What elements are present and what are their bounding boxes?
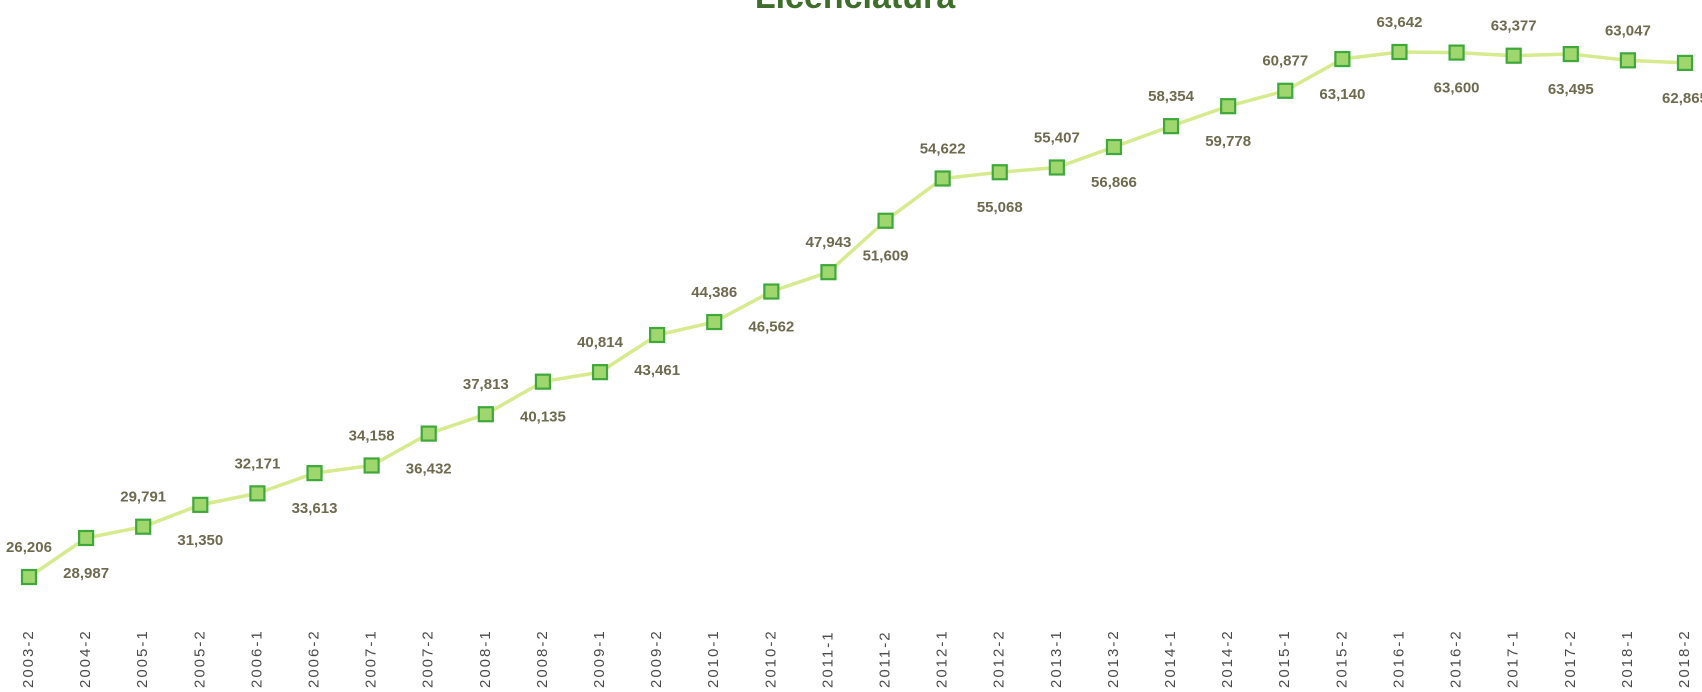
x-tick-label: 2018-2 <box>1676 629 1693 688</box>
x-tick-label: 2009-1 <box>591 629 608 688</box>
marker <box>706 313 723 331</box>
data-label: 43,461 <box>634 362 680 379</box>
data-label: 40,135 <box>520 409 566 426</box>
marker <box>20 568 38 586</box>
x-tick-label: 2010-1 <box>705 629 722 688</box>
marker <box>78 529 95 547</box>
data-label: 60,877 <box>1262 53 1308 70</box>
x-tick-label: 2012-1 <box>934 629 951 688</box>
data-label: 63,600 <box>1434 80 1480 97</box>
x-tick-label: 2016-2 <box>1448 629 1465 688</box>
x-tick-label: 2014-1 <box>1162 629 1179 688</box>
x-tick-label: 2014-2 <box>1219 629 1236 688</box>
marker <box>1048 159 1065 176</box>
marker <box>1505 47 1522 64</box>
data-label: 40,814 <box>577 334 624 351</box>
x-tick-label: 2007-1 <box>363 629 380 688</box>
marker <box>1562 45 1579 63</box>
marker <box>1220 98 1237 115</box>
chart-title: Licenciatura <box>755 0 956 16</box>
marker <box>1162 118 1180 135</box>
marker <box>1676 54 1694 71</box>
x-tick-label: 2004-2 <box>77 629 94 688</box>
x-tick-label: 2012-2 <box>991 629 1008 688</box>
marker <box>591 364 609 381</box>
data-label: 28,987 <box>63 565 109 582</box>
data-label: 54,622 <box>920 140 966 157</box>
x-tick-label: 2015-2 <box>1333 629 1350 688</box>
marker <box>135 518 152 535</box>
x-tick-label: 2015-1 <box>1276 629 1293 688</box>
x-tick-label: 2006-2 <box>305 629 322 688</box>
marker <box>763 283 780 300</box>
data-label: 56,866 <box>1091 174 1137 191</box>
data-label: 32,171 <box>234 455 280 472</box>
x-tick-label: 2013-1 <box>1048 629 1065 688</box>
data-label: 62,865 <box>1662 90 1702 107</box>
data-label: 63,377 <box>1491 18 1537 35</box>
marker <box>1619 52 1636 69</box>
x-tick-label: 2011-1 <box>819 630 836 688</box>
data-label: 44,386 <box>691 284 737 301</box>
data-label: 51,609 <box>863 248 909 265</box>
x-tick-label: 2005-1 <box>134 629 151 688</box>
x-tick-label: 2017-2 <box>1562 629 1579 688</box>
marker <box>363 457 380 474</box>
data-label: 63,047 <box>1605 22 1651 39</box>
marker <box>477 406 494 423</box>
marker <box>534 373 552 390</box>
data-label: 55,068 <box>977 199 1023 216</box>
x-tick-label: 2003-2 <box>20 629 37 688</box>
x-tick-label: 2009-2 <box>648 629 665 688</box>
x-tick-label: 2008-1 <box>477 629 494 688</box>
line <box>28 50 1686 579</box>
x-tick-label: 2006-1 <box>248 629 265 688</box>
data-label: 58,354 <box>1148 88 1195 105</box>
marker <box>820 264 837 281</box>
data-label: 26,206 <box>6 539 52 556</box>
marker <box>420 425 437 442</box>
data-label: 63,642 <box>1377 14 1423 31</box>
data-label: 46,562 <box>748 318 794 335</box>
data-label: 63,495 <box>1548 81 1594 98</box>
marker <box>1334 50 1351 68</box>
data-label: 33,613 <box>292 500 338 517</box>
marker <box>306 465 323 482</box>
data-label: 63,140 <box>1319 86 1365 103</box>
x-tick-label: 2018-1 <box>1619 629 1636 688</box>
x-tick-label: 2008-2 <box>534 629 551 688</box>
x-tick-label: 2017-1 <box>1505 629 1522 688</box>
marker <box>934 170 951 187</box>
x-tick-label: 2010-2 <box>762 629 779 688</box>
marker <box>1105 138 1123 156</box>
marker <box>1277 82 1294 99</box>
data-label: 36,432 <box>406 461 452 478</box>
data-label: 59,778 <box>1205 133 1251 150</box>
data-label: 47,943 <box>806 234 852 251</box>
x-tick-label: 2011-2 <box>877 630 894 688</box>
x-tick-label: 2005-2 <box>191 629 208 688</box>
data-label: 29,791 <box>120 489 166 506</box>
x-tick-label: 2013-2 <box>1105 629 1122 688</box>
data-label: 31,350 <box>177 532 223 549</box>
marker <box>249 485 266 502</box>
data-label: 34,158 <box>349 427 395 444</box>
data-label: 37,813 <box>463 376 509 393</box>
marker <box>192 496 209 513</box>
marker <box>877 212 894 229</box>
marker <box>991 164 1008 181</box>
x-tick-label: 2007-2 <box>420 629 437 688</box>
marker <box>649 326 666 344</box>
x-tick-label: 2016-1 <box>1390 629 1407 688</box>
marker <box>1391 43 1408 61</box>
marker <box>1448 44 1465 61</box>
data-label: 55,407 <box>1034 129 1080 146</box>
